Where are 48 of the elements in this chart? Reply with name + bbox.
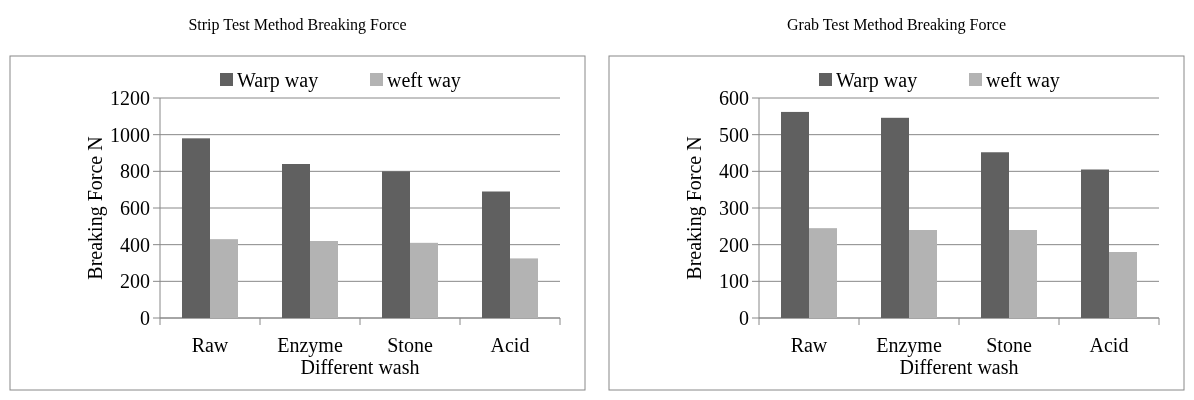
y-tick-label: 200 (719, 233, 749, 256)
bar (881, 117, 909, 318)
x-tick-label: Stone (986, 334, 1032, 356)
bar (981, 152, 1009, 318)
bar (1109, 252, 1137, 318)
bar (510, 258, 538, 318)
y-tick-label: 600 (120, 197, 150, 219)
bar (382, 171, 410, 318)
bar (282, 164, 310, 318)
y-tick-label: 1000 (110, 123, 150, 146)
y-tick-label: 300 (719, 197, 749, 219)
x-tick-label: Acid (490, 334, 530, 356)
bar (1009, 230, 1037, 318)
bar (410, 242, 438, 318)
bar (310, 241, 338, 318)
x-tick-label: Enzyme (277, 334, 343, 357)
legend-label: weft way (387, 69, 461, 92)
bar (781, 111, 809, 318)
legend-label: Warp way (836, 69, 918, 92)
y-tick-label: 1200 (110, 87, 150, 109)
bar (1081, 169, 1109, 318)
legend-label: Warp way (237, 69, 319, 92)
legend-label: weft way (986, 69, 1060, 92)
bar (909, 230, 937, 318)
y-tick-label: 0 (140, 307, 150, 329)
y-tick-label: 800 (120, 160, 150, 183)
bar (182, 138, 210, 318)
x-tick-label: Enzyme (876, 334, 942, 357)
x-tick-label: Raw (790, 334, 828, 356)
bar (482, 191, 510, 318)
chart-title: Strip Test Method Breaking Force (188, 16, 407, 34)
y-tick-label: 500 (719, 123, 749, 146)
x-axis-title: Different wash (300, 356, 420, 378)
y-tick-label: 600 (719, 87, 749, 109)
x-tick-label: Raw (191, 334, 229, 356)
y-tick-label: 0 (739, 307, 749, 329)
y-axis-title: Breaking Force N (84, 136, 107, 280)
x-axis-title: Different wash (899, 356, 1019, 378)
chart-title: Grab Test Method Breaking Force (787, 16, 1006, 34)
y-axis-title: Breaking Force N (683, 136, 706, 280)
y-tick-label: 400 (719, 160, 749, 183)
bar (809, 228, 837, 318)
bar (210, 239, 238, 318)
y-tick-label: 100 (719, 270, 749, 293)
x-tick-label: Acid (1089, 334, 1129, 356)
x-tick-label: Stone (387, 334, 433, 356)
y-tick-label: 400 (120, 233, 150, 256)
y-tick-label: 200 (120, 270, 150, 293)
